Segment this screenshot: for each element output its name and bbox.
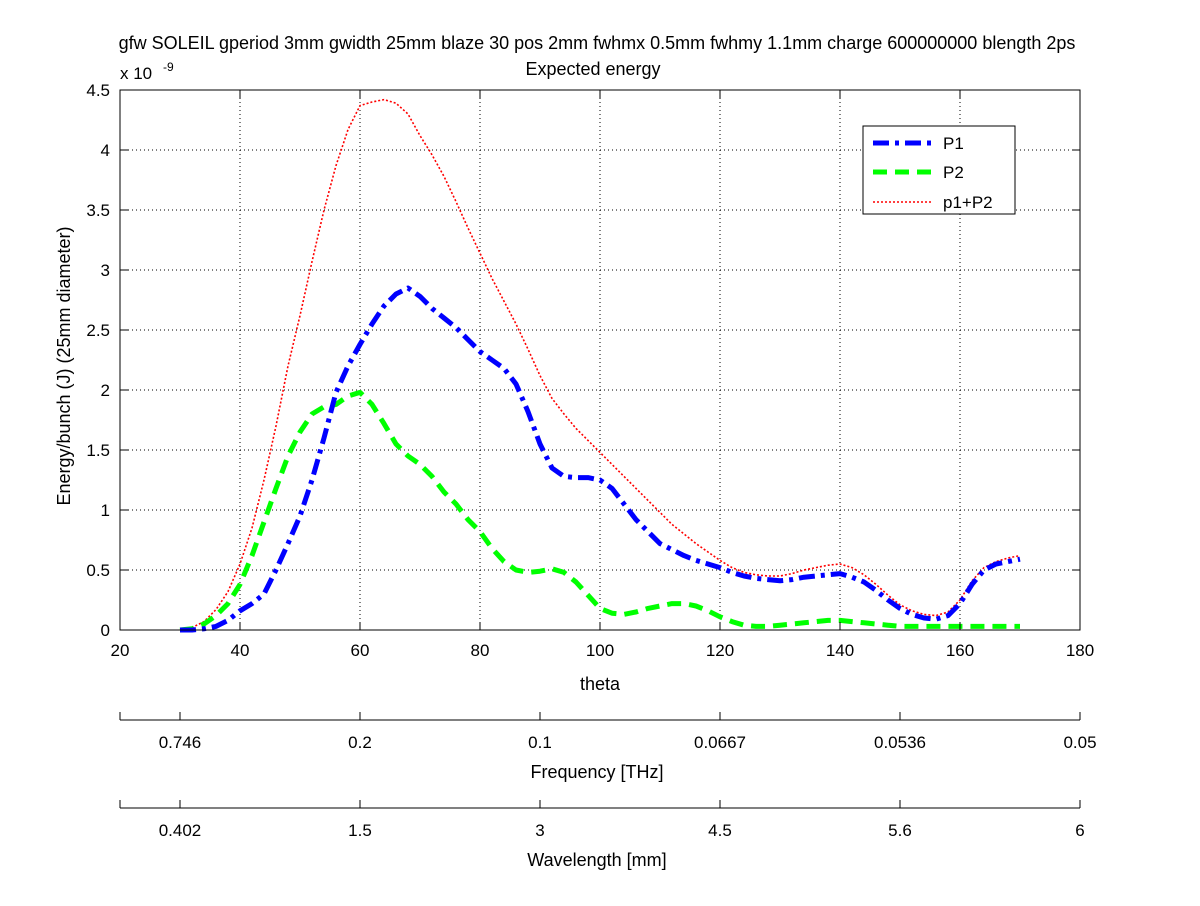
legend-label: P1	[943, 134, 964, 153]
x-tick-label: 180	[1066, 641, 1094, 660]
x-tick-label: 60	[351, 641, 370, 660]
y-tick-label: 3	[101, 261, 110, 280]
secondary-axis-layer: 0.746 0.2 0.1 0.0667 0.0536 0.05 Frequency [TH…	[119, 712, 1097, 870]
tick-layer: 20 40 60 80 100 120 140 160 180 0 0.5 1 1.5 2 2.5 3 3.5 4…	[86, 81, 1094, 660]
chart-title: gfw SOLEIL gperiod 3mm gwidth 25mm blaze…	[119, 33, 1076, 53]
secondary-tick-label: 0.0667	[694, 733, 746, 752]
secondary-tick-label: 4.5	[708, 821, 732, 840]
secondary-tick-label: 6	[1075, 821, 1084, 840]
legend: P1 P2 p1+P2	[862, 125, 1016, 215]
y-tick-label: 0	[101, 621, 110, 640]
y-tick-label: 1.5	[86, 441, 110, 460]
series-layer	[179, 98, 1021, 633]
y-tick-label: 0.5	[86, 561, 110, 580]
x-tick-label: 40	[231, 641, 250, 660]
series-line-p2	[179, 389, 1020, 633]
legend-label: p1+P2	[943, 193, 993, 212]
secondary-axis-title: Wavelength [mm]	[527, 850, 666, 870]
secondary-tick-label: 0.05	[1063, 733, 1096, 752]
legend-items: P1 P2 p1+P2	[873, 134, 993, 212]
y-tick-label: 2	[101, 381, 110, 400]
x-tick-label: 20	[111, 641, 130, 660]
x-tick-label: 160	[946, 641, 974, 660]
secondary-tick-label: 0.1	[528, 733, 552, 752]
y-tick-label: 3.5	[86, 201, 110, 220]
y-tick-label: 2.5	[86, 321, 110, 340]
legend-label: P2	[943, 163, 964, 182]
y-exponent-power: -9	[163, 60, 174, 74]
x-axis-label: theta	[580, 674, 621, 694]
y-tick-label: 4.5	[86, 81, 110, 100]
series-line-p1	[180, 285, 1021, 633]
y-exponent-label: x 10	[120, 64, 152, 83]
secondary-tick-label: 0.0536	[874, 733, 926, 752]
x-tick-label: 80	[471, 641, 490, 660]
secondary-tick-label: 5.6	[888, 821, 912, 840]
secondary-tick-label: 0.746	[159, 733, 202, 752]
chart-subtitle: Expected energy	[525, 59, 660, 79]
secondary-tick-label: 0.2	[348, 733, 372, 752]
secondary-tick-label: 0.402	[159, 821, 202, 840]
x-tick-label: 140	[826, 641, 854, 660]
x-tick-label: 100	[586, 641, 614, 660]
y-tick-label: 4	[101, 141, 110, 160]
secondary-tick-label: 3	[535, 821, 544, 840]
secondary-axis-title: Frequency [THz]	[530, 762, 663, 782]
x-tick-label: 120	[706, 641, 734, 660]
secondary-tick-label: 1.5	[348, 821, 372, 840]
series-line-p1-p2	[179, 98, 1021, 631]
y-tick-label: 1	[101, 501, 110, 520]
y-axis-label: Energy/bunch (J) (25mm diameter)	[54, 226, 74, 505]
